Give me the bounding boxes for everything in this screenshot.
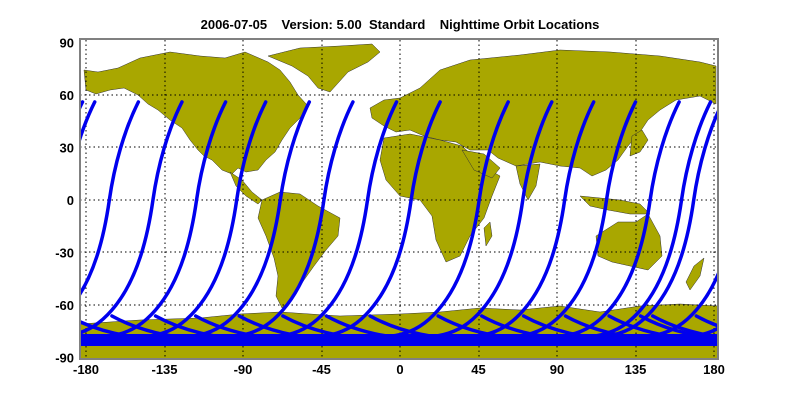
x-tick-label: 90: [550, 362, 564, 377]
x-tick-label: 135: [625, 362, 647, 377]
orbit-track: [767, 102, 800, 338]
x-tick-label: -45: [312, 362, 331, 377]
orbit-track: [80, 100, 141, 298]
x-tick-label: 45: [471, 362, 485, 377]
southern-orbit-arc: [694, 314, 718, 328]
orbit-track: [724, 102, 800, 338]
plot-frame: [79, 38, 719, 360]
y-tick-label: -30: [55, 246, 74, 261]
y-tick-label: 90: [60, 36, 74, 51]
y-tick-label: -90: [55, 351, 74, 366]
y-tick-label: 60: [60, 88, 74, 103]
southern-orbit-arc: [650, 314, 718, 339]
southern-orbit-arc: [784, 316, 800, 340]
southern-orbit-arc: [638, 314, 718, 341]
southern-orbit-arc: [740, 316, 800, 340]
chart-title: 2006-07-05 Version: 5.00 Standard Nightt…: [200, 17, 600, 32]
y-tick-label: 0: [67, 193, 74, 208]
land-masses: [80, 43, 718, 358]
x-tick-label: -180: [73, 362, 99, 377]
orbit-track: [0, 102, 51, 338]
x-tick-label: 0: [396, 362, 403, 377]
x-axis: -180 -135 -90 -45 0 45 90 135 180: [73, 362, 725, 377]
y-tick-label: -60: [55, 298, 74, 313]
orbit-track: [0, 102, 8, 338]
southern-band: [80, 334, 718, 346]
y-axis: 90 60 30 0 -30 -60 -90: [55, 36, 74, 366]
southern-orbit-arc: [0, 316, 38, 340]
y-tick-label: 30: [60, 141, 74, 156]
x-tick-label: -90: [234, 362, 253, 377]
x-tick-label: 180: [703, 362, 725, 377]
x-tick-label: -135: [151, 362, 177, 377]
orbit-track: [80, 100, 184, 335]
southern-orbit-arc: [80, 338, 83, 342]
